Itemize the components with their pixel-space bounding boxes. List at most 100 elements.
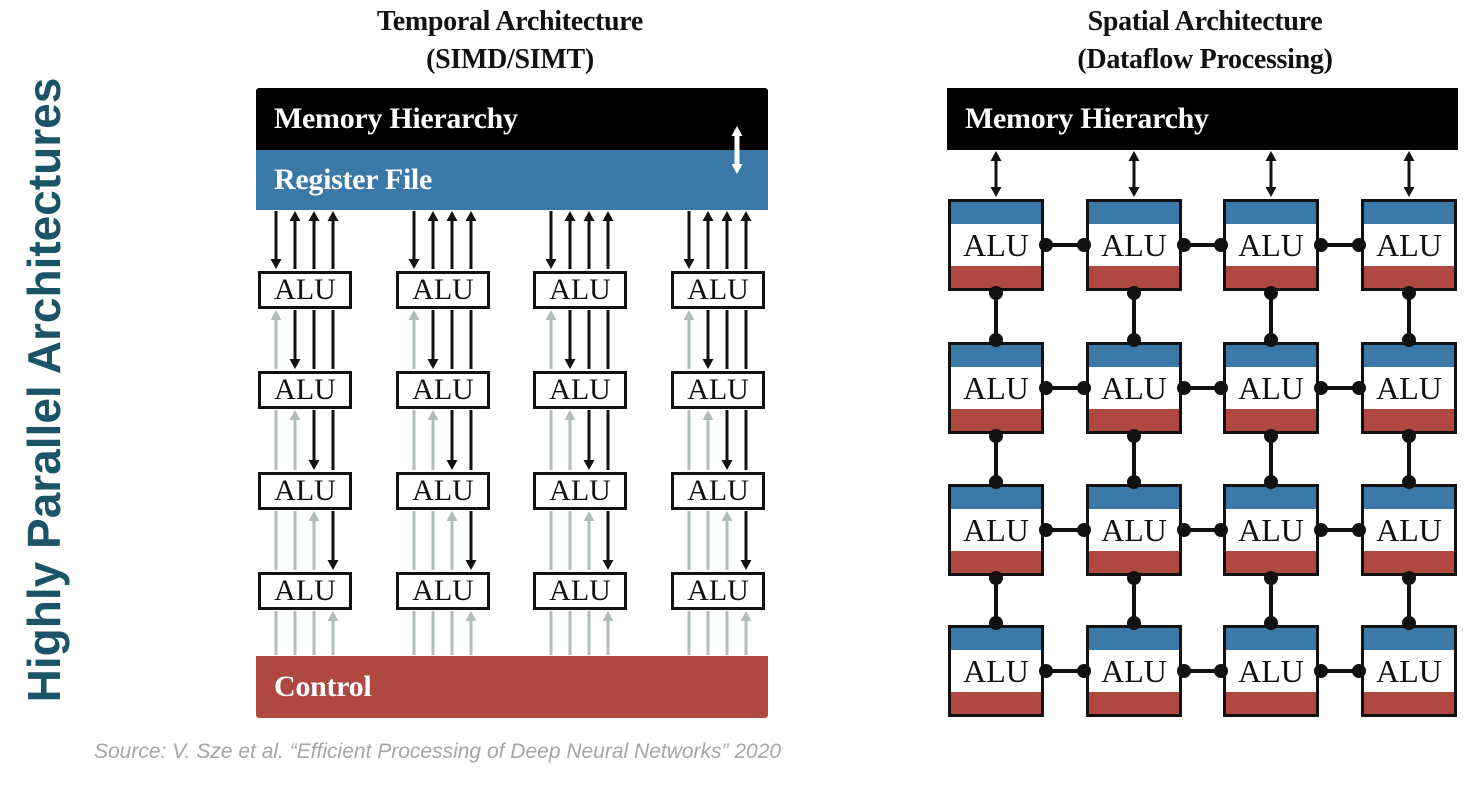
link-node — [1127, 616, 1141, 630]
pe-alu-label: ALU — [1101, 369, 1167, 406]
temporal-alu: ALU — [396, 472, 490, 510]
temporal-alu: ALU — [671, 572, 765, 610]
pe-register-band — [1364, 202, 1454, 224]
link-node — [1214, 238, 1228, 252]
link-node — [1352, 381, 1366, 395]
temporal-alu: ALU — [258, 572, 352, 610]
memory-pe-double-arrow-head-up — [990, 151, 1002, 161]
alu-lane-arrow-head — [289, 359, 301, 369]
pe-control-band — [1226, 551, 1316, 573]
temporal-register-file: Register File — [256, 150, 768, 210]
pe-register-band — [1089, 487, 1179, 509]
alu-lane-arrow-head — [740, 560, 752, 570]
pe-control-band — [1364, 266, 1454, 288]
link-node — [989, 333, 1003, 347]
pe-alu-label: ALU — [1101, 511, 1167, 548]
temporal-register-label: Register File — [274, 163, 432, 196]
pe-control-band — [951, 692, 1041, 714]
link-node — [1314, 381, 1328, 395]
control-lane-arrow-head — [740, 611, 752, 621]
spatial-alu: ALU — [948, 199, 1044, 291]
pe-register-band — [951, 202, 1041, 224]
temporal-memory-label: Memory Hierarchy — [274, 102, 518, 135]
pe-alu-label: ALU — [963, 511, 1029, 548]
pe-alu-label: ALU — [1376, 369, 1442, 406]
temporal-title-line2: (SIMD/SIMT) — [426, 44, 594, 75]
pe-register-band — [1364, 487, 1454, 509]
register-lane-arrow-head — [327, 211, 339, 221]
link-node — [1214, 523, 1228, 537]
pe-control-band — [1089, 266, 1179, 288]
memory-register-double-arrow-head-up — [731, 126, 743, 136]
register-lane-arrow-head — [683, 259, 695, 269]
spatial-alu: ALU — [948, 342, 1044, 434]
register-lane-arrow-head — [308, 211, 320, 221]
link-node — [1077, 238, 1091, 252]
alu-lane-arrow-head — [583, 460, 595, 470]
temporal-alu: ALU — [533, 472, 627, 510]
spatial-alu: ALU — [1086, 625, 1182, 717]
alu-lane-arrow-head — [683, 310, 695, 320]
temporal-alu: ALU — [533, 371, 627, 409]
link-node — [1264, 286, 1278, 300]
link-node — [1127, 571, 1141, 585]
temporal-alu: ALU — [396, 271, 490, 309]
link-node — [1039, 381, 1053, 395]
register-lane-arrow-head — [564, 211, 576, 221]
pe-alu-label: ALU — [963, 369, 1029, 406]
spatial-alu: ALU — [1361, 199, 1457, 291]
alu-lane-arrow-head — [308, 460, 320, 470]
alu-lane-arrow-head — [465, 560, 477, 570]
link-node — [1314, 664, 1328, 678]
link-node — [989, 571, 1003, 585]
pe-control-band — [951, 266, 1041, 288]
alu-lane-arrow-head — [564, 410, 576, 420]
pe-alu-label: ALU — [1238, 511, 1304, 548]
register-lane-arrow-head — [427, 211, 439, 221]
link-node — [1402, 475, 1416, 489]
register-lane-arrow-head — [289, 211, 301, 221]
register-lane-arrow-head — [545, 259, 557, 269]
alu-lane-arrow-head — [583, 511, 595, 521]
alu-lane-arrow-head — [702, 359, 714, 369]
temporal-alu: ALU — [533, 271, 627, 309]
link-node — [1402, 333, 1416, 347]
temporal-title-line1: Temporal Architecture — [376, 6, 644, 37]
link-node — [989, 429, 1003, 443]
link-node — [989, 475, 1003, 489]
spatial-architecture-title: Spatial Architecture (Dataflow Processin… — [1000, 3, 1410, 79]
pe-register-band — [1089, 202, 1179, 224]
link-node — [1402, 616, 1416, 630]
alu-lane-arrow-head — [270, 310, 282, 320]
temporal-control: Control — [256, 656, 768, 718]
memory-pe-double-arrow-head-down — [990, 187, 1002, 197]
link-node — [1264, 429, 1278, 443]
pe-alu-label: ALU — [1101, 226, 1167, 263]
temporal-alu: ALU — [258, 371, 352, 409]
link-node — [1314, 238, 1328, 252]
alu-lane-arrow-head — [721, 460, 733, 470]
temporal-alu: ALU — [671, 271, 765, 309]
temporal-memory-hierarchy: Memory Hierarchy — [256, 88, 768, 150]
spatial-alu: ALU — [1086, 342, 1182, 434]
link-node — [1402, 571, 1416, 585]
pe-register-band — [1226, 487, 1316, 509]
spatial-memory-hierarchy: Memory Hierarchy — [947, 88, 1458, 150]
link-node — [1039, 523, 1053, 537]
control-lane-arrow-head — [602, 611, 614, 621]
pe-alu-label: ALU — [963, 652, 1029, 689]
link-node — [1352, 523, 1366, 537]
link-node — [1214, 381, 1228, 395]
memory-pe-double-arrow-head-down — [1265, 187, 1277, 197]
alu-lane-arrow-head — [545, 310, 557, 320]
pe-control-band — [1226, 692, 1316, 714]
register-lane-arrow-head — [602, 211, 614, 221]
link-node — [1077, 664, 1091, 678]
alu-lane-arrow-head — [446, 511, 458, 521]
pe-control-band — [1089, 409, 1179, 431]
link-node — [1352, 664, 1366, 678]
pe-control-band — [1226, 266, 1316, 288]
register-lane-arrow-head — [721, 211, 733, 221]
link-node — [1264, 571, 1278, 585]
